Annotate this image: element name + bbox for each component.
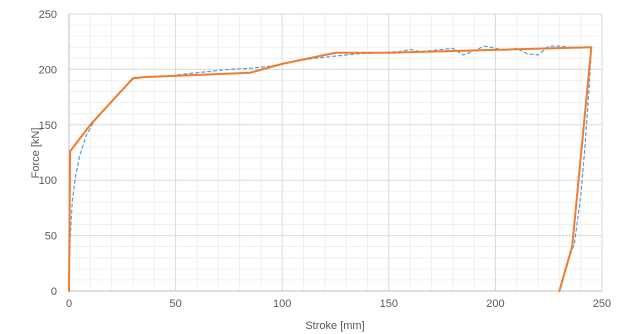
y-tick-label: 0 bbox=[51, 286, 57, 298]
y-tick-label: 100 bbox=[39, 175, 57, 187]
x-axis-title: Stroke [mm] bbox=[305, 320, 364, 332]
x-tick-label: 50 bbox=[169, 298, 181, 310]
series-line-solid bbox=[68, 46, 593, 292]
x-tick-label: 250 bbox=[593, 298, 611, 310]
series-line-dashed bbox=[68, 45, 592, 292]
y-tick-labels: 0 50 100 150 200 250 bbox=[39, 9, 57, 298]
x-tick-labels: 0 50 100 150 200 250 bbox=[66, 298, 611, 310]
x-tick-label: 200 bbox=[486, 298, 504, 310]
y-tick-label: 150 bbox=[39, 120, 57, 132]
y-tick-label: 200 bbox=[39, 64, 57, 76]
x-tick-label: 100 bbox=[273, 298, 291, 310]
series-group bbox=[68, 45, 593, 292]
y-tick-label: 250 bbox=[39, 9, 57, 21]
minor-gridlines bbox=[69, 14, 602, 291]
x-tick-label: 0 bbox=[66, 298, 72, 310]
x-tick-label: 150 bbox=[380, 298, 398, 310]
y-tick-label: 50 bbox=[45, 231, 57, 243]
y-axis-title: Force [kN] bbox=[30, 128, 42, 179]
